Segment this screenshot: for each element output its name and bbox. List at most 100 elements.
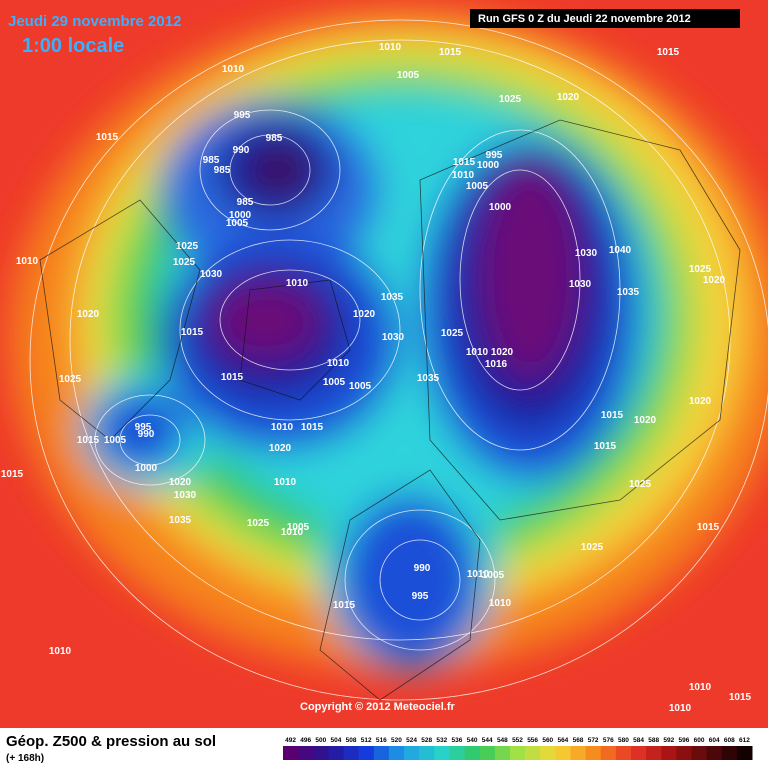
scale-cell (691, 746, 708, 760)
isobar-label: 1020 (353, 309, 376, 320)
scale-cell (434, 746, 450, 760)
scale-cell (555, 746, 571, 760)
isobar-label: 1020 (491, 347, 514, 358)
scale-cell (479, 746, 496, 760)
isobar-label: 1016 (485, 359, 508, 370)
isobar-label: 1030 (575, 248, 598, 259)
isobar-label: 990 (414, 563, 431, 574)
scale-label: 552 (512, 737, 523, 744)
isobar-label: 1005 (104, 435, 127, 446)
scale-cell (646, 746, 662, 760)
isobar-label: 1015 (453, 157, 476, 168)
scale-label: 532 (436, 737, 447, 744)
isobar-label: 1010 (286, 278, 309, 289)
scale-cell (283, 746, 299, 760)
isobar-label: 1005 (397, 70, 420, 81)
scale-label: 512 (361, 737, 372, 744)
isobar-label: 1025 (499, 94, 522, 105)
scale-cell (676, 746, 692, 760)
isobar-label: 995 (135, 422, 152, 433)
scale-cell (464, 746, 481, 760)
isobar-label: 1015 (333, 600, 356, 611)
scale-label: 604 (709, 737, 720, 744)
scale-label: 516 (376, 737, 387, 744)
scale-label: 540 (467, 737, 478, 744)
isobar-label: 1035 (169, 515, 192, 526)
isobar-label: 1010 (452, 170, 475, 181)
scale-cell (585, 746, 602, 760)
isobar-label: 1015 (657, 47, 680, 58)
isobar-label: 1010 (222, 64, 245, 75)
isobar-labels: 1010 101510051010101510201025101599599098… (1, 42, 752, 714)
isobar-label: 1010 (16, 256, 39, 267)
isobar-label: 1005 (287, 522, 310, 533)
scale-label: 612 (739, 737, 750, 744)
scale-label: 508 (346, 737, 357, 744)
isobar-label: 995 (412, 591, 429, 602)
scale-label: 580 (618, 737, 629, 744)
isobar-label: 985 (214, 165, 231, 176)
isobar-label: 1015 (221, 372, 244, 383)
scale-cell (494, 746, 511, 760)
isobar-label: 1030 (569, 279, 592, 290)
scale-label: 588 (648, 737, 659, 744)
isobar-label: 1030 (382, 332, 405, 343)
scale-cell (328, 746, 345, 760)
scale-label: 584 (633, 737, 644, 744)
scale-cell (570, 746, 587, 760)
scale-label: 492 (285, 737, 296, 744)
forecast-date: Jeudi 29 novembre 2012 (8, 13, 181, 30)
isobar-label: 1035 (417, 373, 440, 384)
scale-cell (404, 746, 420, 760)
scale-cell (298, 746, 314, 760)
scale-label: 568 (573, 737, 584, 744)
isobar-label: 1025 (247, 518, 270, 529)
scale-cell (449, 746, 466, 760)
scale-label: 500 (315, 737, 326, 744)
run-info: Run GFS 0 Z du Jeudi 22 novembre 2012 (478, 13, 691, 25)
scale-cell (313, 746, 329, 760)
isobar-label: 1010 (689, 682, 712, 693)
isobar-label: 1015 (439, 47, 462, 58)
scale-label: 576 (603, 737, 614, 744)
isobar-label: 1000 (135, 463, 158, 474)
scale-cell (600, 746, 617, 760)
isobar-label: 1025 (689, 264, 712, 275)
isobar-label: 990 (138, 429, 155, 440)
isobar-label: 1010 (466, 347, 489, 358)
isobar-label: 1015 (77, 435, 100, 446)
isobar-label: 985 (237, 197, 254, 208)
isobar-label: 1015 (729, 692, 752, 703)
isobar-label: 995 (486, 150, 503, 161)
isobar-label: 1020 (269, 443, 292, 454)
scale-label: 564 (557, 737, 568, 744)
isobar-label: 1015 (96, 132, 119, 143)
isobar-label: 1010 (271, 422, 294, 433)
scale-cell (388, 746, 405, 760)
isobar-label: 985 (266, 133, 283, 144)
isobar-label: 1005 (349, 381, 372, 392)
isobar-label: 1010 (281, 527, 304, 538)
isobar-label: 1020 (634, 415, 657, 426)
isobar-label: 1030 (200, 269, 223, 280)
isobar-label: 1000 (229, 210, 252, 221)
scale-label: 544 (482, 737, 493, 744)
isobar-label: 1025 (441, 328, 464, 339)
scale-label: 528 (421, 737, 432, 744)
scale-label: 600 (694, 737, 705, 744)
isobar-label: 1020 (169, 477, 192, 488)
isobar-label: 1020 (689, 396, 712, 407)
isobar-label: 995 (234, 110, 251, 121)
isobar-label: 1005 (482, 570, 505, 581)
isobar-label: 1015 (594, 441, 617, 452)
scale-label: 524 (406, 737, 417, 744)
scale-cell (661, 746, 677, 760)
isobar-label: 1000 (489, 202, 512, 213)
scale-label: 548 (497, 737, 508, 744)
scale-cell (736, 746, 753, 760)
isobar-label: 1020 (557, 92, 580, 103)
isobar-label: 1010 (467, 569, 490, 580)
color-scale: 492 496 500 504 508 512 516 520 524 528 532 536 540 5… (283, 737, 753, 760)
